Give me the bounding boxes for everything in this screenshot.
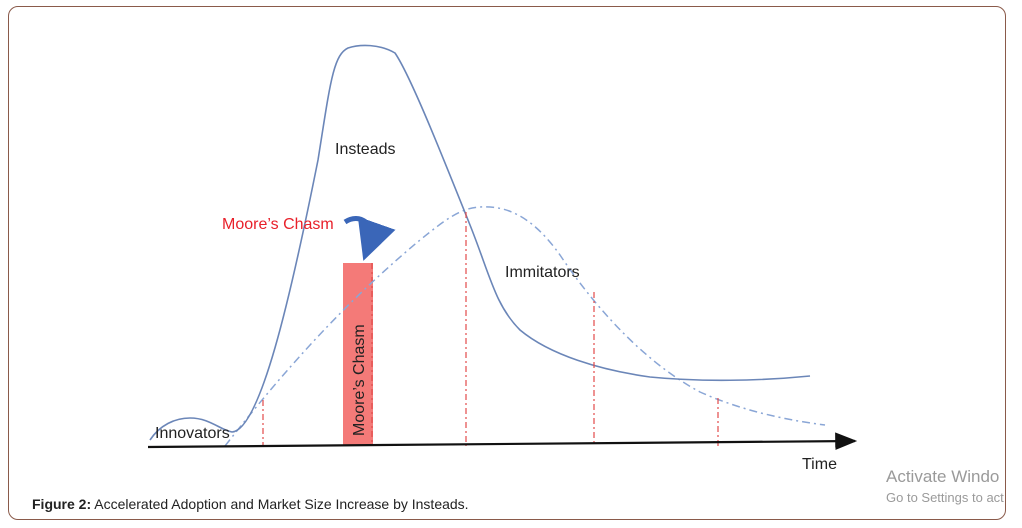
figure-caption: Figure 2: Accelerated Adoption and Marke… [32, 496, 469, 512]
insteads-curve [149, 44, 811, 441]
time-label: Time [802, 456, 837, 473]
moores-chasm-label: Moore’s Chasm [222, 216, 334, 233]
moores-chasm-bar-label: Moore’s Chasm [351, 324, 368, 436]
innovators-label: Innovators [155, 425, 230, 442]
immitators-curve [224, 206, 826, 447]
chasm-arrow [343, 216, 396, 261]
go-to-settings-watermark: Go to Settings to act [886, 490, 1004, 505]
activate-windows-watermark: Activate Windo [886, 467, 1000, 486]
caption-prefix: Figure 2: [32, 496, 92, 512]
time-axis [147, 432, 858, 450]
insteads-label: Insteads [335, 141, 395, 158]
caption-text: Accelerated Adoption and Market Size Inc… [91, 496, 469, 512]
immitators-label: Immitators [505, 264, 580, 281]
moores-chasm-bar [343, 263, 373, 446]
